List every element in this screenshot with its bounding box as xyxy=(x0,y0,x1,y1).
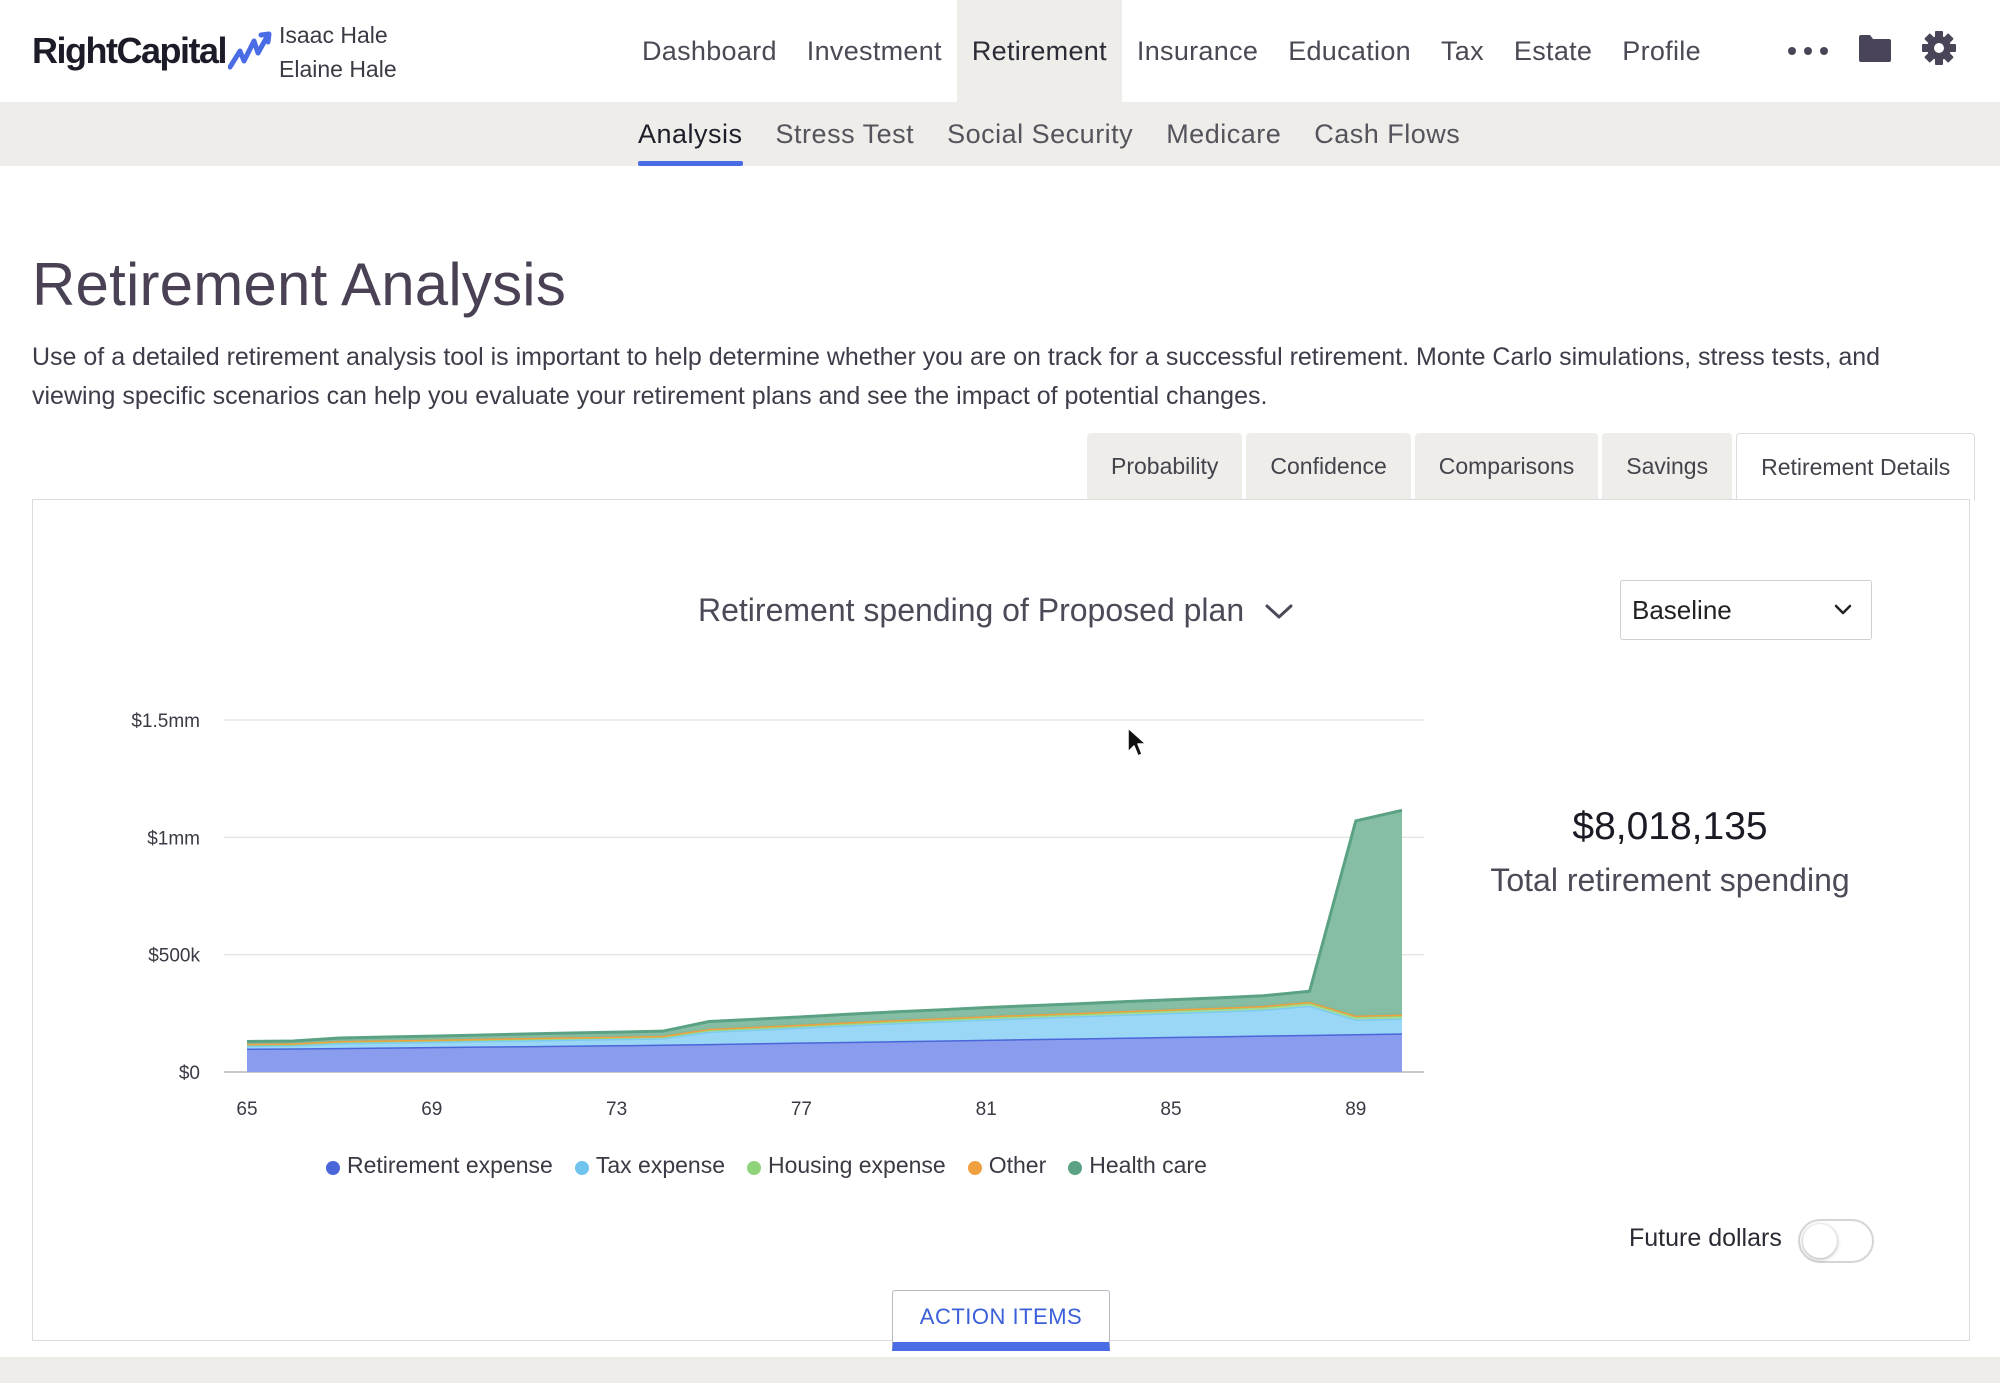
folder-icon[interactable] xyxy=(1857,32,1893,64)
top-header: RightCapital Isaac Hale Elaine Hale Dash… xyxy=(0,0,2000,102)
client-name-primary: Isaac Hale xyxy=(279,22,388,48)
x-tick-label: 89 xyxy=(1345,1099,1366,1120)
future-dollars-label: Future dollars xyxy=(1629,1224,1782,1252)
scenario-select[interactable]: Baseline xyxy=(1620,580,1872,640)
nav-investment[interactable]: Investment xyxy=(806,35,942,66)
legend-dot xyxy=(326,1160,340,1175)
legend-item-health-care[interactable]: Health care xyxy=(1068,1152,1207,1179)
chart-title: Retirement spending of Proposed plan xyxy=(698,592,1245,628)
legend-dot xyxy=(574,1160,589,1175)
tab-comparisons[interactable]: Comparisons xyxy=(1414,433,1599,500)
nav-profile[interactable]: Profile xyxy=(1622,35,1701,66)
nav-insurance[interactable]: Insurance xyxy=(1136,35,1259,66)
tab-probability[interactable]: Probability xyxy=(1087,433,1243,500)
subnav-stress-test[interactable]: Stress Test xyxy=(775,118,915,149)
x-tick-label: 85 xyxy=(1160,1099,1181,1120)
y-tick-label: $0 xyxy=(179,1063,200,1084)
chart-plan-selector[interactable]: Retirement spending of Proposed plan xyxy=(698,592,1294,629)
y-tick-label: $500k xyxy=(148,946,200,967)
legend-label: Health care xyxy=(1089,1152,1207,1178)
brand-mark-icon xyxy=(228,31,272,70)
legend-item-other[interactable]: Other xyxy=(967,1152,1047,1179)
legend-item-housing-expense[interactable]: Housing expense xyxy=(746,1152,946,1179)
area-retirement-expense[interactable] xyxy=(247,1033,1402,1072)
total-spending-label: Total retirement spending xyxy=(1490,862,1850,898)
x-tick-label: 77 xyxy=(791,1099,812,1120)
scenario-select-value: Baseline xyxy=(1632,594,1732,625)
nav-retirement[interactable]: Retirement xyxy=(956,0,1122,102)
caret-down-icon xyxy=(1834,604,1852,615)
page-footer-strip xyxy=(0,1357,2000,1383)
legend-label: Housing expense xyxy=(767,1152,946,1178)
gear-icon[interactable] xyxy=(1921,30,1957,66)
page-title: Retirement Analysis xyxy=(32,251,567,318)
main-nav: Dashboard Investment Retirement Insuranc… xyxy=(627,0,1716,102)
legend-dot xyxy=(746,1160,761,1175)
tab-retirement-details[interactable]: Retirement Details xyxy=(1736,433,1976,501)
legend-label: Other xyxy=(988,1152,1047,1178)
more-icon[interactable] xyxy=(1788,36,1828,66)
tab-savings[interactable]: Savings xyxy=(1602,433,1733,500)
total-spending-value: $8,018,135 xyxy=(1572,805,1768,848)
subnav-medicare[interactable]: Medicare xyxy=(1166,118,1282,149)
line-health-care xyxy=(246,808,1403,1043)
y-tick-label: $1.5mm xyxy=(131,711,200,732)
action-items-button[interactable]: ACTION ITEMS xyxy=(892,1290,1110,1351)
x-tick-label: 81 xyxy=(976,1099,997,1120)
nav-education[interactable]: Education xyxy=(1288,35,1411,66)
subnav-analysis[interactable]: Analysis xyxy=(638,102,743,166)
x-tick-label: 69 xyxy=(421,1099,442,1120)
legend-dot xyxy=(1068,1160,1083,1175)
toggle-knob xyxy=(1803,1224,1837,1258)
x-tick-label: 73 xyxy=(606,1099,627,1120)
nav-tax[interactable]: Tax xyxy=(1440,35,1484,66)
nav-dashboard[interactable]: Dashboard xyxy=(642,35,777,66)
legend-label: Retirement expense xyxy=(347,1152,553,1178)
legend-item-tax-expense[interactable]: Tax expense xyxy=(574,1152,725,1179)
tab-confidence[interactable]: Confidence xyxy=(1246,433,1411,500)
x-tick-label: 65 xyxy=(236,1099,257,1120)
future-dollars-toggle[interactable] xyxy=(1798,1219,1874,1263)
subnav-social-security[interactable]: Social Security xyxy=(947,118,1134,149)
legend-dot xyxy=(967,1160,982,1175)
brand-logo[interactable]: RightCapital xyxy=(32,30,272,72)
subnav-cash-flows[interactable]: Cash Flows xyxy=(1314,118,1461,149)
y-tick-label: $1mm xyxy=(147,828,200,849)
analysis-tabs: Probability Confidence Comparisons Savin… xyxy=(1087,433,1976,501)
legend-item-retirement-expense[interactable]: Retirement expense xyxy=(326,1152,553,1179)
legend-label: Tax expense xyxy=(595,1152,725,1178)
chart-legend: Retirement expense Tax expense Housing exp… xyxy=(326,1152,1229,1179)
chevron-down-icon xyxy=(1265,604,1293,618)
mouse-cursor-icon xyxy=(1127,727,1147,757)
page-description: Use of a detailed retirement analysis to… xyxy=(32,343,1881,410)
sub-nav: Analysis Stress Test Social Security Med… xyxy=(0,102,2000,166)
client-names[interactable]: Isaac Hale Elaine Hale xyxy=(279,18,397,86)
nav-estate[interactable]: Estate xyxy=(1513,35,1593,66)
client-name-spouse: Elaine Hale xyxy=(279,56,397,82)
brand-name: RightCapital xyxy=(32,30,228,71)
